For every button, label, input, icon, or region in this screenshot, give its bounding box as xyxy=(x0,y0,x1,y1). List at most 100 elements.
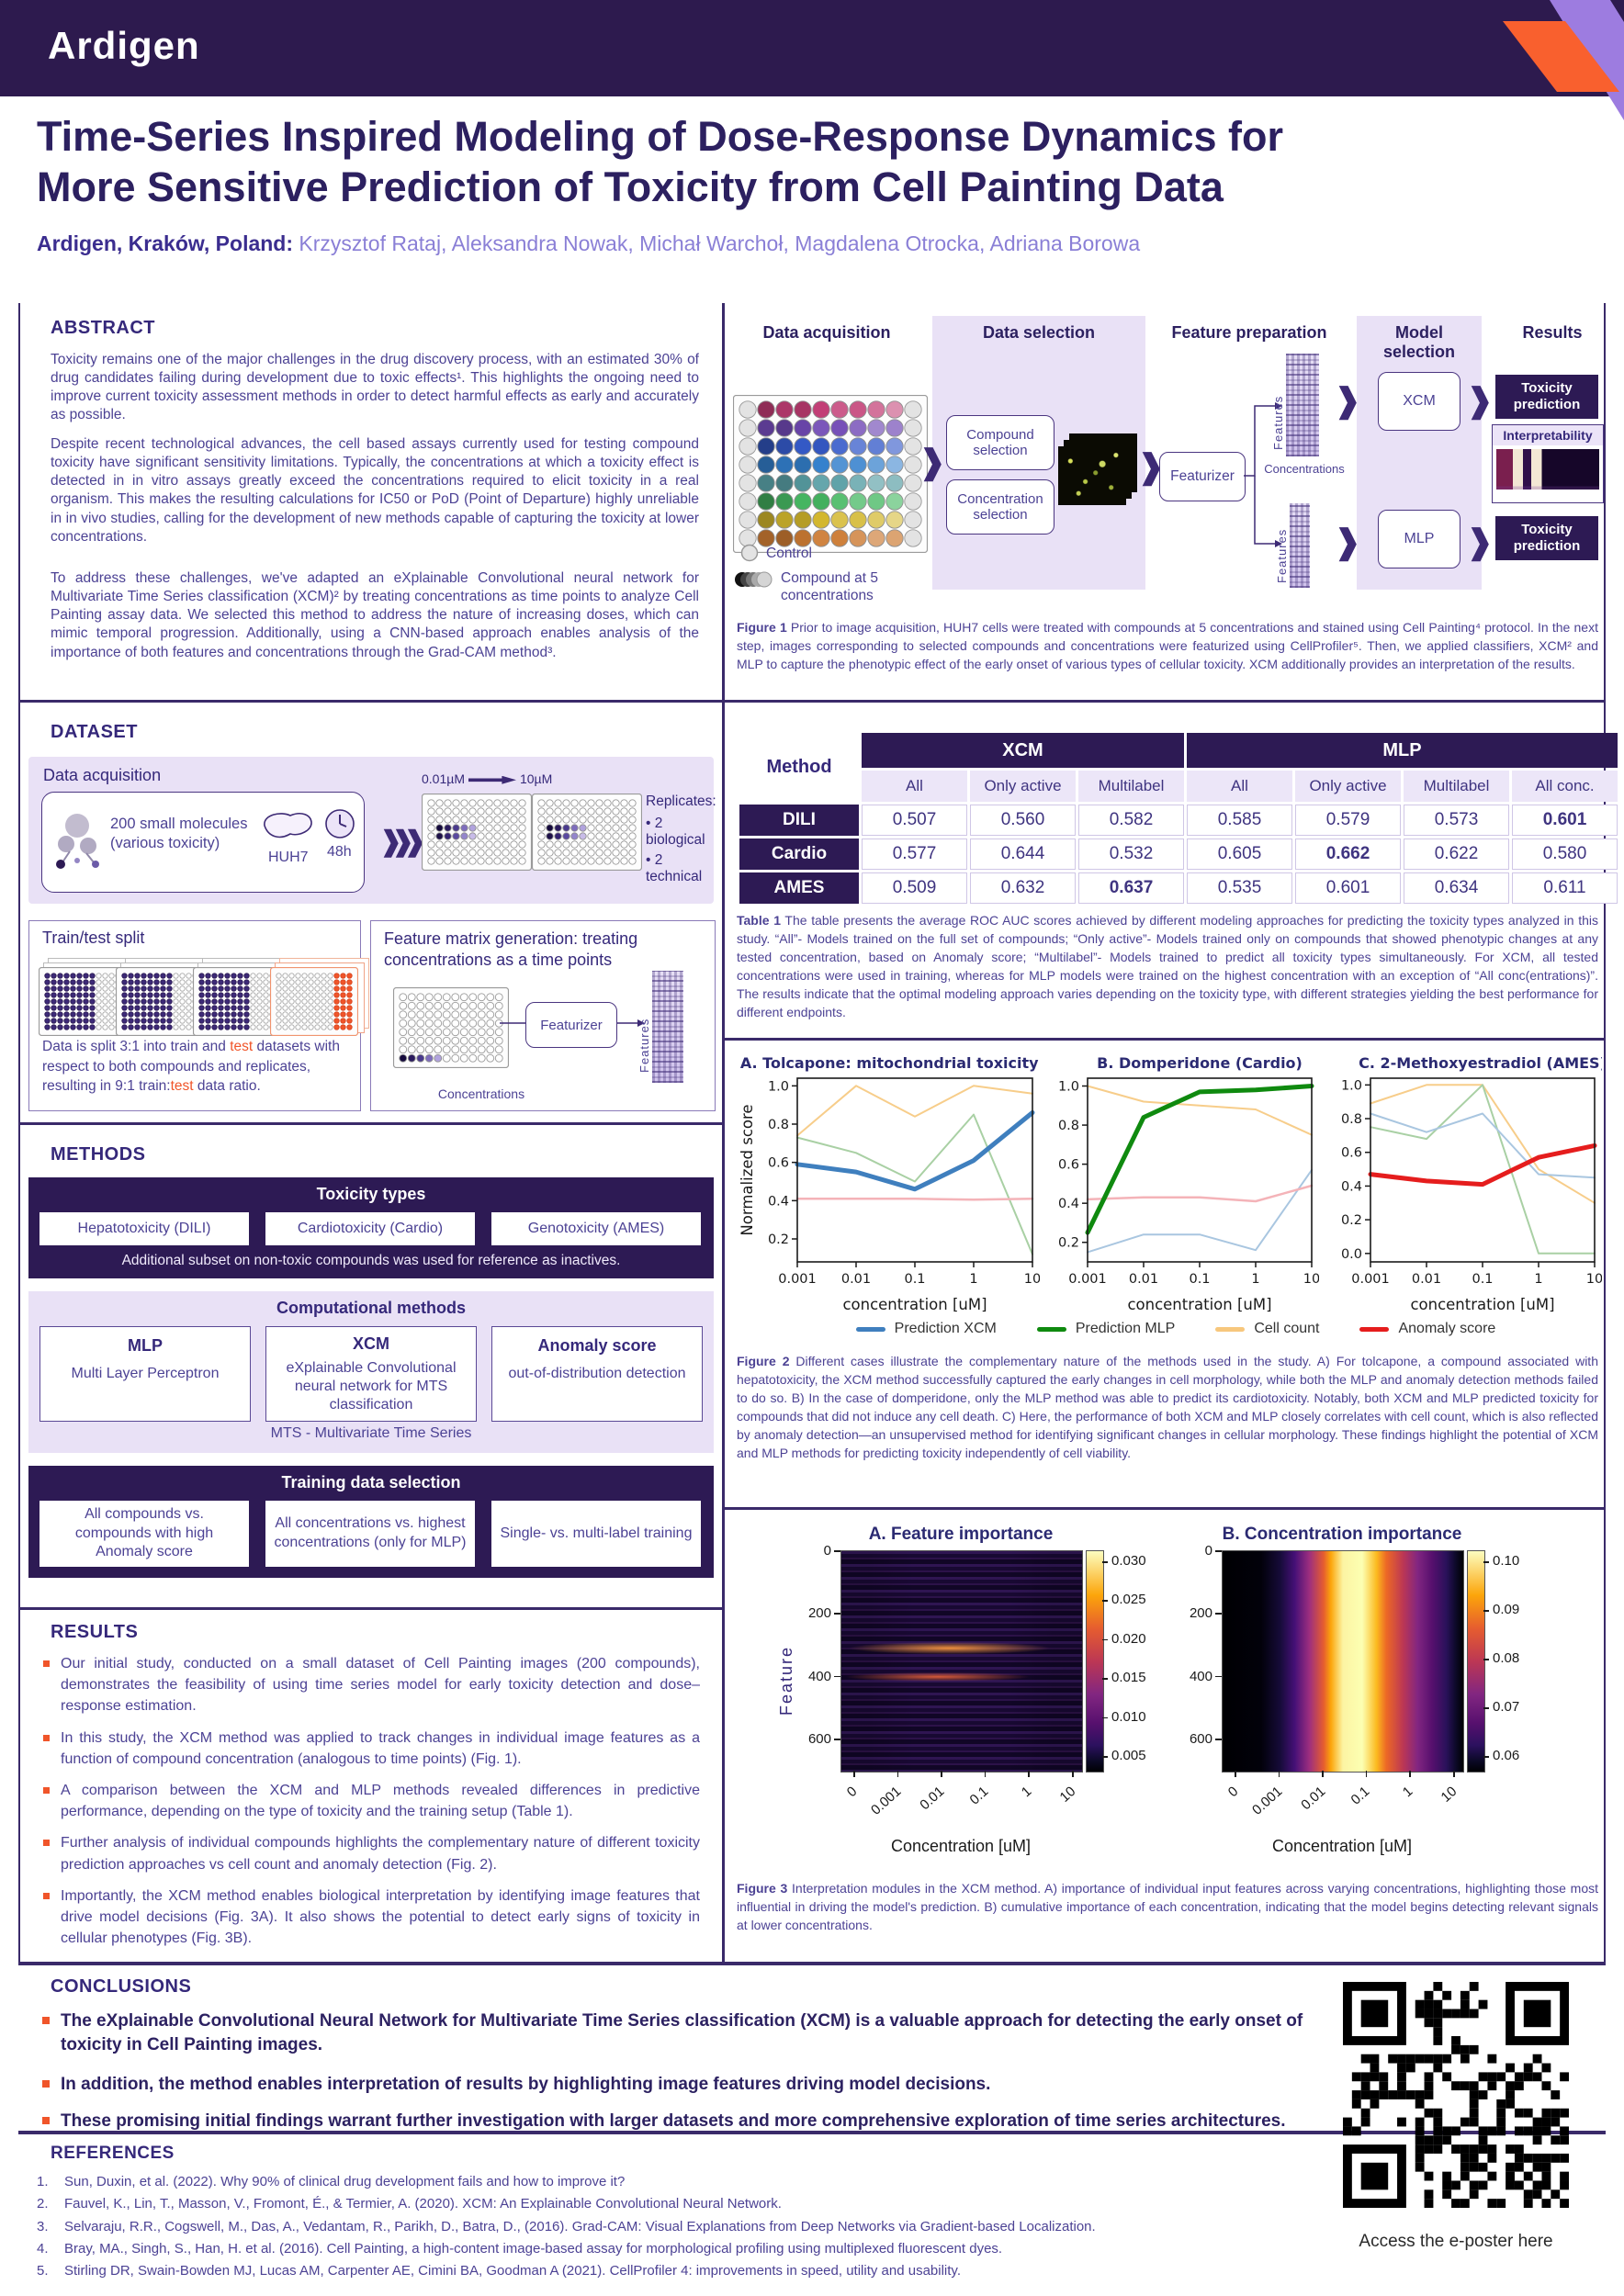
svg-text:0.001: 0.001 xyxy=(1351,1272,1390,1287)
toxicity-types-panel: Toxicity types Hepatotoxicity (DILI) Car… xyxy=(28,1177,714,1278)
cell: 0.579 xyxy=(1295,805,1401,836)
dataset-heading: DATASET xyxy=(51,722,138,742)
author-names: Krzysztof Rataj, Aleksandra Nowak, Micha… xyxy=(293,231,1141,255)
fig1-interpretability-label: Interpretability xyxy=(1493,425,1603,445)
clock-icon xyxy=(325,809,355,838)
chevron-icon: ❱ xyxy=(1466,381,1494,419)
svg-text:concentration [uM]: concentration [uM] xyxy=(1127,1296,1271,1313)
xcm-method-card: XCM eXplainable Convolutional neural net… xyxy=(265,1326,477,1422)
replicate-item-1: • 2 biological xyxy=(646,816,705,848)
page-title: Time-Series Inspired Modeling of Dose-Re… xyxy=(37,112,1415,213)
reference-item: 3. Selvaraju, R.R., Cogswell, M., Das, A.… xyxy=(37,2218,1096,2234)
cell: 0.580 xyxy=(1512,838,1618,870)
fig1-col-data-selection: Data selection xyxy=(982,323,1096,342)
rule-references-top xyxy=(18,2131,1606,2134)
results-bullet-5: Importantly, the XCM method enables biol… xyxy=(37,1885,700,1950)
svg-text:0.1: 0.1 xyxy=(1472,1272,1493,1287)
fig3b-colorbar xyxy=(1467,1550,1485,1773)
data-acquisition-panel: Data acquisition 200 small molecules (va… xyxy=(28,757,716,904)
chevron-icon: ❱ xyxy=(1334,381,1362,419)
results-heading: RESULTS xyxy=(51,1622,139,1642)
cell: 0.605 xyxy=(1187,838,1292,870)
affiliation: Ardigen, Kraków, Poland: xyxy=(37,231,294,255)
fig1-featurizer-box: Featurizer xyxy=(1159,452,1246,501)
table1-sub-5: Multilabel xyxy=(1404,771,1509,802)
fig3-ylabel: Feature xyxy=(777,1645,795,1716)
chevron-icon: ❱ xyxy=(1334,523,1362,560)
training-box-3: Single- vs. multi-label training xyxy=(491,1501,701,1567)
fig2-chart-tolcapone: A. Tolcapone: mitochondrial toxicity (DI… xyxy=(739,1054,1089,1323)
split-text: Data is split 3:1 into train and test da… xyxy=(42,1039,340,1095)
computational-methods-panel: Computational methods MLP Multi Layer Pe… xyxy=(28,1291,714,1453)
svg-text:10: 10 xyxy=(1586,1272,1602,1287)
svg-text:A. Tolcapone: mitochondrial to: A. Tolcapone: mitochondrial toxicity (DI… xyxy=(740,1054,1040,1072)
svg-text:0.01: 0.01 xyxy=(1412,1272,1441,1287)
fig1-legend-compound5: Compound at 5 concentrations xyxy=(781,570,878,604)
rule-row1 xyxy=(18,700,1606,703)
svg-text:0.1: 0.1 xyxy=(1189,1272,1210,1287)
chevron-icon: ❱ xyxy=(919,443,947,480)
cell: 0.560 xyxy=(970,805,1076,836)
svg-text:0.001: 0.001 xyxy=(1068,1272,1107,1287)
table1-group-mlp: MLP xyxy=(1187,733,1618,768)
triple-chevron-icon: ❱❱❱ xyxy=(379,827,426,857)
svg-text:0.6: 0.6 xyxy=(768,1156,789,1171)
results-bullet-2: In this study, the XCM method was applie… xyxy=(37,1728,700,1770)
fig2-legend: Prediction XCM Prediction MLP Cell count… xyxy=(781,1321,1571,1337)
molecules-text-2: (various toxicity) xyxy=(110,835,220,852)
svg-text:0.6: 0.6 xyxy=(1058,1158,1079,1173)
column-divider xyxy=(722,303,725,1962)
fig1-col-data-acquisition: Data acquisition xyxy=(762,323,891,342)
header-decoration xyxy=(1503,0,1624,120)
cell: 0.634 xyxy=(1404,872,1509,904)
fig1-concentration-selection-box: Concentration selection xyxy=(946,479,1054,535)
anomaly-method-card: Anomaly score out-of-distribution detect… xyxy=(491,1326,703,1422)
svg-text:0.8: 0.8 xyxy=(1058,1119,1079,1133)
legend-item-mlp: Prediction MLP xyxy=(1036,1321,1175,1337)
cell: 0.507 xyxy=(862,805,967,836)
svg-text:Normalized score: Normalized score xyxy=(740,1104,756,1235)
svg-text:0.6: 0.6 xyxy=(1341,1146,1362,1161)
fig1-connectors xyxy=(1244,402,1282,547)
qr-label: Access the e-poster here xyxy=(1359,2232,1553,2251)
fm-concentrations-label: Concentrations xyxy=(437,1086,525,1101)
figure2-caption: Figure 2 Different cases illustrate the … xyxy=(737,1354,1598,1461)
cell: 0.601 xyxy=(1295,872,1401,904)
cell: 0.644 xyxy=(970,838,1076,870)
svg-text:1: 1 xyxy=(1251,1272,1259,1287)
results-bullet-4: Further analysis of individual compounds… xyxy=(37,1832,700,1874)
legend-item-cellcount: Cell count xyxy=(1215,1321,1319,1337)
header-band xyxy=(0,0,1624,96)
fig1-col-model-selection: Model selection xyxy=(1382,323,1456,361)
table1-method-header: Method xyxy=(739,733,859,802)
toxicity-note: Additional subset on non-toxic compounds… xyxy=(121,1253,621,1268)
fig1-mlp-box: MLP xyxy=(1378,510,1460,568)
toxicity-box-dili: Hepatotoxicity (DILI) xyxy=(39,1212,249,1245)
table-row-label: Cardio xyxy=(739,838,859,870)
interpretability-mini-heatmap xyxy=(1496,449,1599,490)
svg-text:10: 10 xyxy=(1024,1272,1040,1287)
feature-matrix-title: Feature matrix generation: treating conc… xyxy=(384,929,638,970)
svg-text:0.4: 0.4 xyxy=(1058,1197,1079,1211)
split-plates-graphic xyxy=(38,958,369,1037)
svg-text:1.0: 1.0 xyxy=(1058,1080,1079,1095)
svg-text:C. 2-Methoxyestradiol (AMES): C. 2-Methoxyestradiol (AMES) xyxy=(1359,1054,1602,1072)
rule-right-3 xyxy=(725,1507,1606,1510)
fig1-interpretability-box: Interpretability xyxy=(1492,424,1604,503)
results-bullet-3: A comparison between the XCM and MLP met… xyxy=(37,1780,700,1822)
table-row-label: DILI xyxy=(739,805,859,836)
rule-left-2 xyxy=(18,1122,722,1125)
feature-importance-heatmap xyxy=(840,1550,1083,1773)
cell: 0.577 xyxy=(862,838,967,870)
svg-text:0.2: 0.2 xyxy=(1058,1236,1079,1251)
fig3b-xlabel: Concentration [uM] xyxy=(1271,1837,1413,1855)
svg-text:0.2: 0.2 xyxy=(1341,1213,1362,1228)
fig2-chart-domperidone: B. Domperidone (Cardio) 0.2 0.4 0.6 0.8 1.0 0.… xyxy=(1047,1054,1320,1323)
conclusions-bullets: The eXplainable Convolutional Neural Net… xyxy=(37,2009,1314,2133)
conclusions-heading: CONCLUSIONS xyxy=(51,1976,192,1997)
table1-sub-6: All conc. xyxy=(1512,771,1618,802)
reference-item: 4. Bray, MA., Singh, S., Han, H. et al. (… xyxy=(37,2240,1003,2257)
table1-sub-0: All xyxy=(862,771,967,802)
molecules-card: 200 small molecules (various toxicity) H… xyxy=(41,792,365,893)
